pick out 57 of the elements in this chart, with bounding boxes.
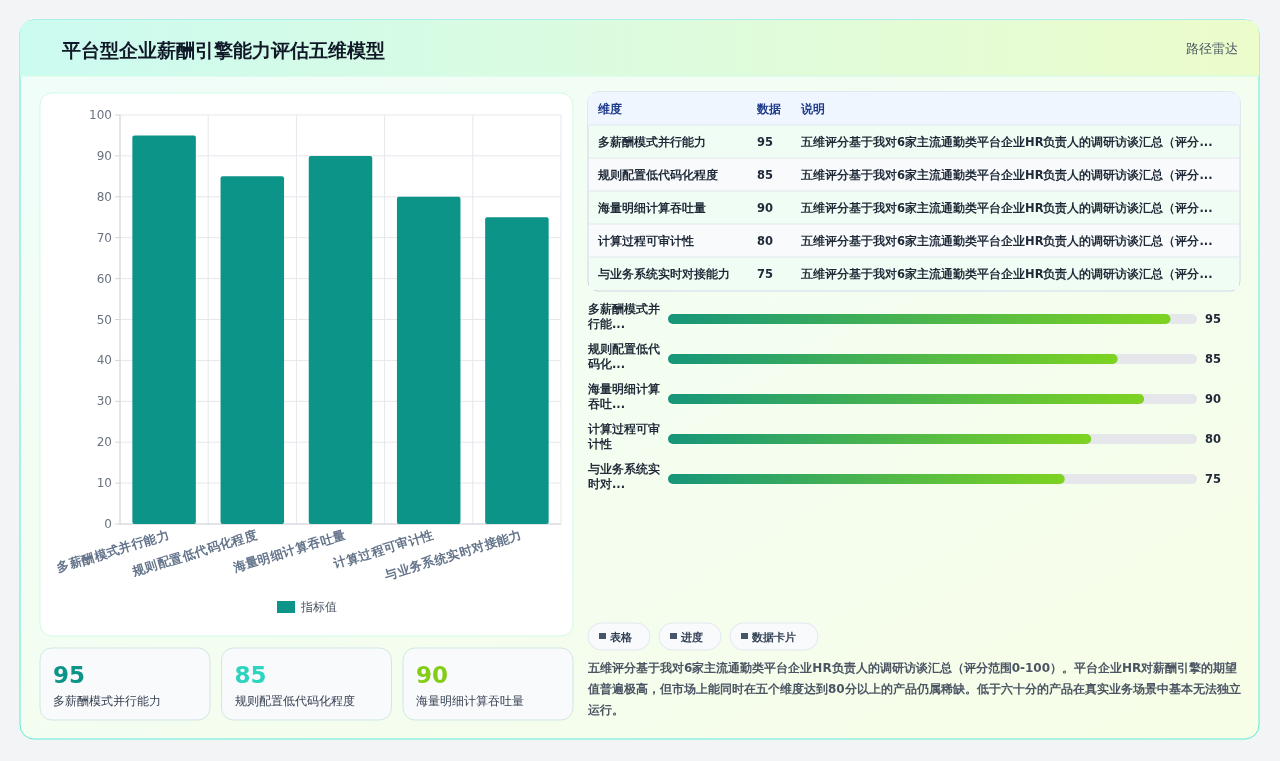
text: 维度 [597, 102, 622, 116]
text: 与业务系统实时对接能力 [597, 267, 730, 281]
text: 90 [757, 201, 774, 215]
text: 五维评分基于我对6家主流通勤类平台企业HR负责人的调研访谈汇总（评分... [800, 168, 1213, 182]
text: 表格 [609, 631, 633, 644]
y-tick-label: 海量明细计算吞吐... [587, 382, 660, 411]
data-label: 95 [1205, 312, 1222, 326]
text: 数据 [756, 102, 781, 116]
text: 五维评分基于我对6家主流通勤类平台企业HR负责人的调研访谈汇总（评分... [800, 234, 1213, 248]
y-tick-label: 40 [96, 353, 112, 368]
text: 95 [53, 662, 86, 688]
text: 平台型企业薪酬引擎能力评估五维模型 [61, 39, 385, 61]
y-tick-label: 规则配置低代码化... [587, 342, 660, 371]
y-tick-label: 0 [104, 517, 112, 531]
bar [220, 176, 285, 524]
y-tick-label: 90 [96, 148, 112, 163]
data-label: 75 [1205, 472, 1222, 486]
text: 五维评分基于我对6家主流通勤类平台企业HR负责人的调研访谈汇总（评分范围0-100）。平台企业HR对薪酬引擎的期望值普遍极高，但市场上能同时在五个维度达到80分以上的产品仍属稀缺。低于六十分的产品在真实业务场景中基本无法独立运行。 [588, 660, 1242, 719]
bar [132, 135, 196, 524]
text: 五维评分基于我对6家主流通勤类平台企业HR负责人的调研访谈汇总（评分... [800, 201, 1213, 215]
text: 路径雷达 [1186, 41, 1238, 56]
text: 数据卡片 [751, 631, 796, 644]
bar [485, 217, 549, 524]
data-label: 90 [1205, 392, 1222, 406]
y-tick-label: 20 [96, 435, 112, 450]
y-tick-label: 计算过程可审计性 [587, 422, 660, 451]
bar [308, 155, 373, 524]
text: 多薪酬模式并行能力 [598, 135, 706, 149]
y-tick-label: 70 [96, 230, 112, 245]
y-tick-label: 多薪酬模式并行能... [587, 302, 660, 331]
text: 海量明细计算吞吐量 [597, 201, 706, 215]
y-tick-label: 50 [96, 312, 112, 327]
text: 85 [757, 168, 774, 182]
text: 多薪酬模式并行能力 [53, 694, 161, 708]
y-tick-label: 100 [89, 108, 112, 122]
text: 五维评分基于我对6家主流通勤类平台企业HR负责人的调研访谈汇总（评分... [800, 267, 1213, 281]
text: 85 [234, 662, 267, 688]
text: 95 [757, 135, 774, 149]
y-tick-label: 10 [96, 476, 112, 491]
legend-label: 指标值 [300, 600, 337, 614]
text: 五维评分基于我对6家主流通勤类平台企业HR负责人的调研访谈汇总（评分... [800, 135, 1213, 149]
text: 海量明细计算吞吐量 [416, 694, 524, 708]
data-label: 85 [1205, 352, 1222, 366]
bar [396, 196, 461, 524]
y-tick-label: 80 [96, 189, 112, 204]
text: 75 [757, 267, 774, 281]
y-tick-label: 60 [96, 271, 112, 286]
text: 说明 [800, 102, 825, 116]
text: 计算过程可审计性 [597, 234, 694, 248]
data-label: 80 [1205, 432, 1222, 446]
text: 90 [416, 662, 449, 688]
text: 规则配置低代码化程度 [597, 168, 718, 182]
text: 规则配置低代码化程度 [234, 694, 355, 708]
text: 进度 [680, 631, 703, 644]
text: 80 [757, 234, 774, 248]
y-tick-label: 30 [96, 394, 112, 409]
y-tick-label: 与业务系统实时对... [587, 462, 660, 491]
